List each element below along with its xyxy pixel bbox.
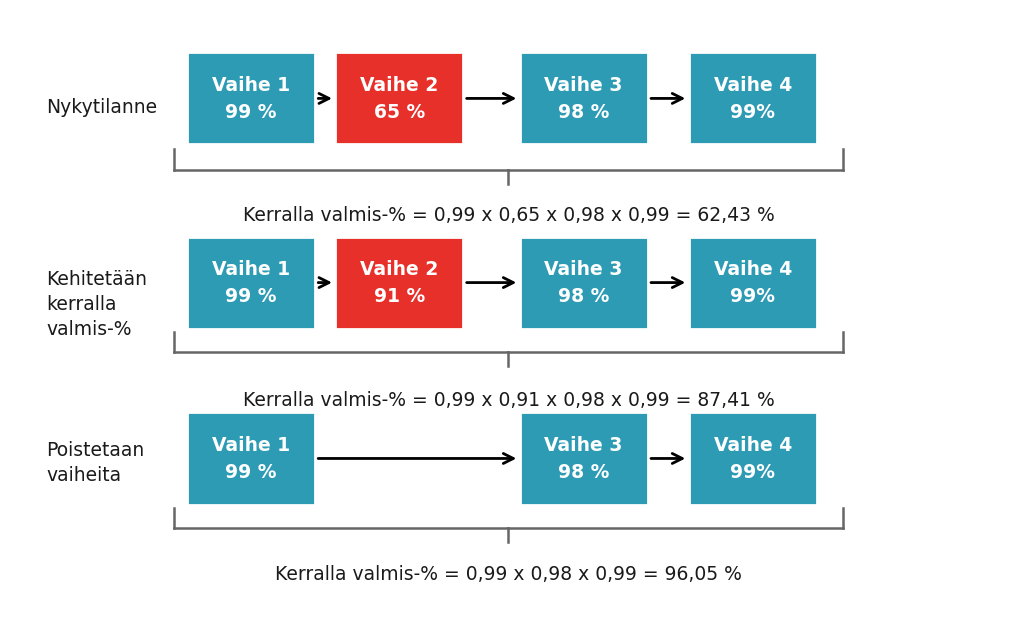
FancyBboxPatch shape — [186, 53, 315, 145]
FancyBboxPatch shape — [519, 413, 647, 504]
Text: Poistetaan
vaiheita: Poistetaan vaiheita — [46, 441, 144, 485]
Text: Vaihe 3: Vaihe 3 — [545, 260, 623, 279]
Text: Kehitetään
kerralla
valmis-%: Kehitetään kerralla valmis-% — [46, 270, 147, 339]
Text: Vaihe 4: Vaihe 4 — [714, 76, 792, 95]
Text: Kerralla valmis-% = 0,99 x 0,65 x 0,98 x 0,99 = 62,43 %: Kerralla valmis-% = 0,99 x 0,65 x 0,98 x… — [243, 206, 775, 225]
Text: 98 %: 98 % — [558, 287, 609, 306]
FancyBboxPatch shape — [186, 236, 315, 329]
Text: 99 %: 99 % — [225, 287, 276, 306]
Text: Vaihe 3: Vaihe 3 — [545, 76, 623, 95]
Text: 98 %: 98 % — [558, 463, 609, 482]
FancyBboxPatch shape — [519, 53, 647, 145]
Text: Kerralla valmis-% = 0,99 x 0,98 x 0,99 = 96,05 %: Kerralla valmis-% = 0,99 x 0,98 x 0,99 =… — [275, 565, 742, 584]
Text: Vaihe 2: Vaihe 2 — [360, 76, 438, 95]
FancyBboxPatch shape — [519, 236, 647, 329]
Text: 99%: 99% — [730, 103, 775, 122]
FancyBboxPatch shape — [688, 413, 817, 504]
FancyBboxPatch shape — [688, 53, 817, 145]
Text: Vaihe 4: Vaihe 4 — [714, 260, 792, 279]
Text: 98 %: 98 % — [558, 103, 609, 122]
Text: Vaihe 4: Vaihe 4 — [714, 436, 792, 455]
Text: Vaihe 3: Vaihe 3 — [545, 436, 623, 455]
Text: 65 %: 65 % — [374, 103, 425, 122]
Text: Vaihe 1: Vaihe 1 — [212, 76, 290, 95]
FancyBboxPatch shape — [186, 413, 315, 504]
Text: Kerralla valmis-% = 0,99 x 0,91 x 0,98 x 0,99 = 87,41 %: Kerralla valmis-% = 0,99 x 0,91 x 0,98 x… — [243, 391, 775, 410]
Text: 91 %: 91 % — [374, 287, 425, 306]
Text: Vaihe 1: Vaihe 1 — [212, 260, 290, 279]
Text: 99 %: 99 % — [225, 463, 276, 482]
FancyBboxPatch shape — [336, 236, 463, 329]
Text: 99%: 99% — [730, 287, 775, 306]
Text: 99 %: 99 % — [225, 103, 276, 122]
Text: 99%: 99% — [730, 463, 775, 482]
FancyBboxPatch shape — [688, 236, 817, 329]
Text: Nykytilanne: Nykytilanne — [46, 98, 158, 117]
Text: Vaihe 1: Vaihe 1 — [212, 436, 290, 455]
Text: Vaihe 2: Vaihe 2 — [360, 260, 438, 279]
FancyBboxPatch shape — [336, 53, 463, 145]
